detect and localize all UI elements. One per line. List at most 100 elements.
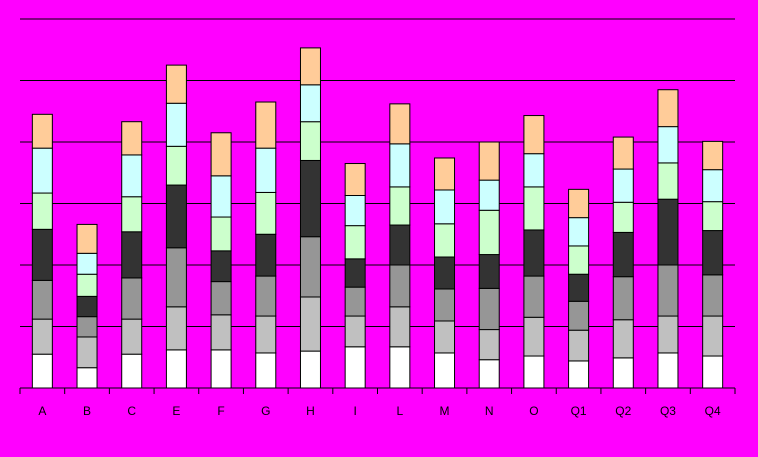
x-tick-label: Q2 [615,404,631,418]
bar-segment [31,192,53,230]
bar-segment [702,140,724,171]
bar-segment [434,256,456,290]
bar-segment [657,352,679,389]
bar-segment [389,306,411,348]
bar-segment [702,274,724,317]
bar-segment [255,191,277,235]
bar-segment [657,198,679,266]
x-tick-label: B [83,404,91,418]
x-tick-label: N [485,404,494,418]
x-tick-label: A [38,404,46,418]
bar-segment [389,346,411,389]
bar-segment [76,336,98,369]
bar-segment [568,360,590,389]
bar-segment [210,281,232,316]
bar-segment [31,113,53,149]
bar-segment [210,250,232,283]
bar-segment [702,355,724,389]
bar-segment [702,230,724,276]
bar-segment [31,147,53,194]
bar-segment [299,84,321,123]
bar-segment [478,141,500,181]
x-tick-label: Q4 [705,404,721,418]
bar-segment [210,216,232,252]
bar-segment [165,247,187,308]
bar-segment [389,264,411,308]
bar-segment [165,306,187,351]
bar-segment [255,233,277,277]
bar-segment [299,159,321,238]
bar-segment [434,352,456,389]
bar-segment [255,275,277,317]
bar-segment [76,367,98,389]
bar-segment [76,273,98,297]
bar-segment [165,145,187,186]
bar-segment [344,286,366,317]
bar-segment [299,350,321,389]
bar-segment [210,132,232,177]
bar-segment [612,276,634,321]
bar-segment [299,121,321,161]
bar-segment [344,258,366,288]
bar-segment [76,316,98,338]
x-tick-label: H [306,404,315,418]
bar-segment [568,188,590,219]
bar-segment [702,315,724,357]
bar-segment [121,121,143,156]
bar-segment [478,179,500,211]
bar-segment [568,245,590,275]
bar-segment [299,236,321,298]
x-tick-label: O [529,404,538,418]
bar-segment [165,102,187,147]
x-tick-label: I [353,404,356,418]
bar-segment [210,175,232,218]
bar-segment [612,168,634,203]
bar-segment [612,136,634,170]
bar-segment [523,355,545,389]
bar-segment [612,231,634,278]
bar-segment [299,296,321,352]
bar-segment [657,89,679,128]
bar-segment [523,229,545,277]
bar-segment [121,353,143,389]
bar-segment [31,318,53,355]
bar-segment [612,357,634,389]
bar-segment [523,115,545,155]
bar-segment [299,47,321,86]
bar-segment [702,201,724,232]
bar-segment [121,231,143,279]
bar-segment [76,223,98,254]
bar-segment [434,320,456,354]
bar-segment [255,352,277,389]
bar-segment [344,225,366,260]
bar-segment [523,275,545,318]
bar-segment [478,209,500,256]
bar-segment [612,319,634,359]
bar-segment [389,143,411,188]
bar-segment [657,126,679,164]
bar-segment [478,254,500,289]
bar-segment [568,217,590,247]
bar-segment [165,64,187,104]
bar-segment [389,186,411,226]
bar-segment [344,163,366,197]
bar-segment [31,353,53,389]
bar-segment [210,349,232,389]
bar-segment [389,224,411,266]
bar-segment [389,103,411,145]
bar-segment [31,228,53,281]
bar-segment [121,318,143,355]
bar-segment [523,316,545,357]
bar-segment [344,346,366,389]
x-tick-label: C [127,404,136,418]
bar-segment [478,287,500,331]
bar-segment [657,264,679,317]
bar-segment [121,154,143,198]
bar-segment [121,277,143,320]
x-tick-label: E [172,404,180,418]
bar-segment [478,359,500,389]
bar-segment [434,157,456,191]
bar-segment [31,279,53,320]
bar-segment [523,153,545,188]
